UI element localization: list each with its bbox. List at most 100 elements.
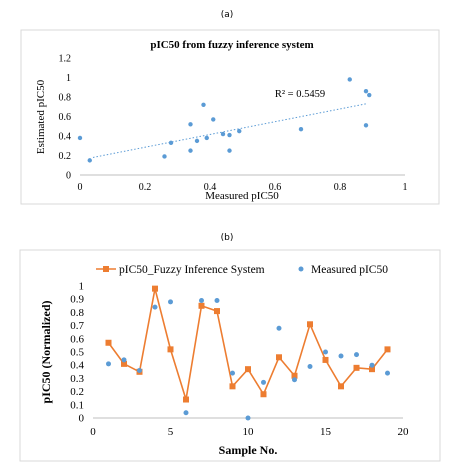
chart-a-point xyxy=(220,131,226,137)
chart-b-y-tick-label: 0.8 xyxy=(70,307,84,319)
chart-b-y-title: pIC50 (Normalized) xyxy=(39,301,53,404)
chart-a-point xyxy=(227,132,232,138)
chart-a-point xyxy=(77,135,83,141)
measured-series-point xyxy=(261,379,266,385)
fuzzy-series-point xyxy=(183,396,189,403)
chart-a-point xyxy=(237,128,242,134)
chart-a-point xyxy=(347,77,352,82)
chart-b-y-tick-label: 0.6 xyxy=(70,333,84,345)
chart-a-y-tick-label: 0.4 xyxy=(59,132,72,143)
fuzzy-series-point xyxy=(121,360,127,367)
chart-a-x-tick-label: 0.8 xyxy=(334,182,347,193)
fuzzy-series-point xyxy=(198,302,205,309)
chart-a-y-tick-label: 0.8 xyxy=(59,93,72,104)
chart-a-x-tick-label: 1 xyxy=(403,182,408,193)
chart-b-x-tick-label: 10 xyxy=(243,426,255,438)
fuzzy-series-point xyxy=(353,364,360,371)
legend-fuzzy-marker xyxy=(103,266,109,272)
scatter-chart: pIC50 from fuzzy inference system 0 0.2 0.4… xyxy=(20,29,440,205)
chart-a-y-tick-label: 0.2 xyxy=(59,151,72,162)
fuzzy-series-point xyxy=(229,383,236,390)
fuzzy-series-point xyxy=(307,321,313,328)
fuzzy-series-point xyxy=(276,354,282,361)
chart-b-frame xyxy=(19,249,441,462)
chart-a-point xyxy=(363,88,369,94)
chart-a-point xyxy=(188,148,193,153)
measured-series-point xyxy=(168,299,173,305)
chart-a-x-tick-label: 0 xyxy=(78,182,83,193)
chart-a-r2-annotation: R² = 0.5459 xyxy=(275,89,325,100)
chart-b-y-tick-label: 0.2 xyxy=(70,386,84,398)
legend-measured-label: Measured pIC50 xyxy=(311,264,388,276)
chart-a-point xyxy=(201,102,206,108)
measured-series-point xyxy=(199,298,204,304)
measured-series-point xyxy=(106,361,111,367)
chart-b-y-tick-label: 0 xyxy=(79,413,85,425)
fuzzy-series-point xyxy=(245,366,251,373)
chart-a-frame xyxy=(20,29,440,205)
fuzzy-series-point xyxy=(384,346,391,353)
chart-a-point xyxy=(367,92,372,98)
measured-series-point xyxy=(276,325,282,331)
measured-series-point xyxy=(307,364,313,370)
chart-a-point xyxy=(298,126,304,132)
fuzzy-series-point xyxy=(214,308,220,315)
measured-series-point xyxy=(323,349,328,355)
chart-b-x-tick-label: 5 xyxy=(168,426,174,438)
measured-series-point xyxy=(137,367,142,373)
chart-b-x-tick-label: 20 xyxy=(398,426,410,438)
legend-measured-marker xyxy=(298,266,304,272)
chart-a-x-tick-label: 0.6 xyxy=(269,182,282,193)
measured-series-point xyxy=(183,410,189,416)
fuzzy-series-point xyxy=(260,391,267,398)
chart-b-y-tick-label: 0.7 xyxy=(70,320,84,332)
chart-a-y-tick-label: 1.2 xyxy=(59,54,72,65)
legend-fuzzy-label: pIC50_Fuzzy Inference System xyxy=(119,264,265,276)
chart-a-y-tick-label: 1 xyxy=(66,73,71,84)
measured-series-point xyxy=(292,377,297,383)
fuzzy-series-line xyxy=(107,288,389,400)
chart-a-point xyxy=(87,158,92,163)
chart-a-x-title: Measured pIC50 xyxy=(205,190,279,202)
chart-a-x-tick-label: 0.2 xyxy=(139,182,152,193)
chart-a-y-tick-label: 0.6 xyxy=(59,112,72,123)
measured-series-point xyxy=(245,415,251,421)
panel-a-label: (a) xyxy=(220,10,234,20)
chart-a-point xyxy=(211,117,216,122)
measured-series-point xyxy=(385,370,390,376)
chart-a-x-tick-label: 0.4 xyxy=(204,182,217,193)
chart-b-y-tick-label: 0.3 xyxy=(70,373,84,385)
chart-b-y-tick-label: 0.1 xyxy=(70,399,84,411)
fuzzy-series-point xyxy=(167,346,174,353)
chart-a-point xyxy=(194,138,200,144)
fuzzy-series-point xyxy=(291,372,298,379)
chart-a-point xyxy=(168,140,174,146)
measured-series-point xyxy=(354,352,359,358)
fuzzy-series-point xyxy=(369,366,375,373)
fuzzy-series-point xyxy=(105,339,112,346)
measured-series-point xyxy=(121,357,127,363)
measured-series-point xyxy=(338,353,344,359)
chart-a-point xyxy=(162,154,167,159)
chart-a-trendline xyxy=(92,103,367,158)
chart-a-y-title: Estimated pIC50 xyxy=(35,79,47,154)
chart-a-point xyxy=(227,148,232,153)
measured-series-point xyxy=(230,370,235,376)
chart-a-point xyxy=(363,123,369,128)
measured-series-point xyxy=(214,298,220,304)
panel-b-label: (b) xyxy=(220,233,234,243)
chart-b-y-tick-label: 1 xyxy=(79,281,85,293)
chart-a-title: pIC50 from fuzzy inference system xyxy=(150,39,313,51)
chart-b-y-tick-label: 0.5 xyxy=(70,347,84,359)
measured-series-point xyxy=(369,362,375,368)
fuzzy-series-point xyxy=(338,383,344,390)
fuzzy-series-point xyxy=(152,285,158,292)
fuzzy-series-point xyxy=(322,356,329,363)
chart-b-y-tick-label: 0.9 xyxy=(70,294,84,306)
chart-a-y-tick-label: 0 xyxy=(66,171,71,182)
chart-b-x-tick-label: 0 xyxy=(90,426,96,438)
chart-b-x-tick-label: 15 xyxy=(320,426,332,438)
chart-a-point xyxy=(188,122,193,127)
measured-series-point xyxy=(152,304,158,310)
